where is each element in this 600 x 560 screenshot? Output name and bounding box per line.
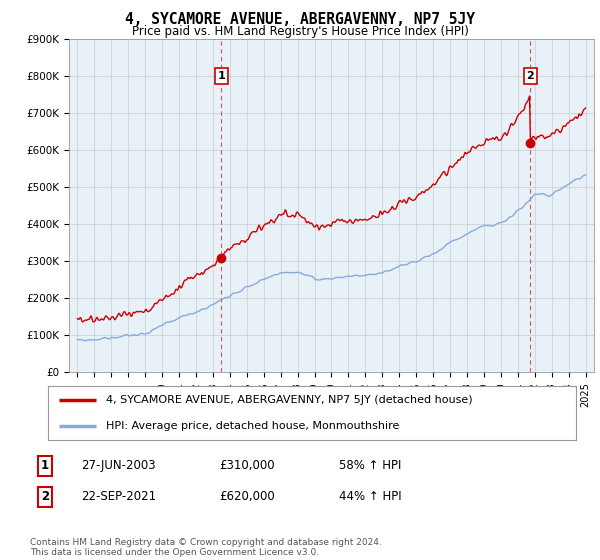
Text: 58% ↑ HPI: 58% ↑ HPI (339, 459, 401, 473)
Text: 1: 1 (217, 71, 225, 81)
Text: 2: 2 (41, 490, 49, 503)
Text: 1: 1 (41, 459, 49, 473)
Text: Price paid vs. HM Land Registry's House Price Index (HPI): Price paid vs. HM Land Registry's House … (131, 25, 469, 38)
Text: HPI: Average price, detached house, Monmouthshire: HPI: Average price, detached house, Monm… (106, 421, 400, 431)
Text: 27-JUN-2003: 27-JUN-2003 (81, 459, 155, 473)
Text: £620,000: £620,000 (219, 490, 275, 503)
Text: 2: 2 (526, 71, 534, 81)
Text: £310,000: £310,000 (219, 459, 275, 473)
Text: 44% ↑ HPI: 44% ↑ HPI (339, 490, 401, 503)
Text: 4, SYCAMORE AVENUE, ABERGAVENNY, NP7 5JY: 4, SYCAMORE AVENUE, ABERGAVENNY, NP7 5JY (125, 12, 475, 27)
Text: Contains HM Land Registry data © Crown copyright and database right 2024.
This d: Contains HM Land Registry data © Crown c… (30, 538, 382, 557)
Text: 22-SEP-2021: 22-SEP-2021 (81, 490, 156, 503)
Text: 4, SYCAMORE AVENUE, ABERGAVENNY, NP7 5JY (detached house): 4, SYCAMORE AVENUE, ABERGAVENNY, NP7 5JY… (106, 395, 473, 405)
